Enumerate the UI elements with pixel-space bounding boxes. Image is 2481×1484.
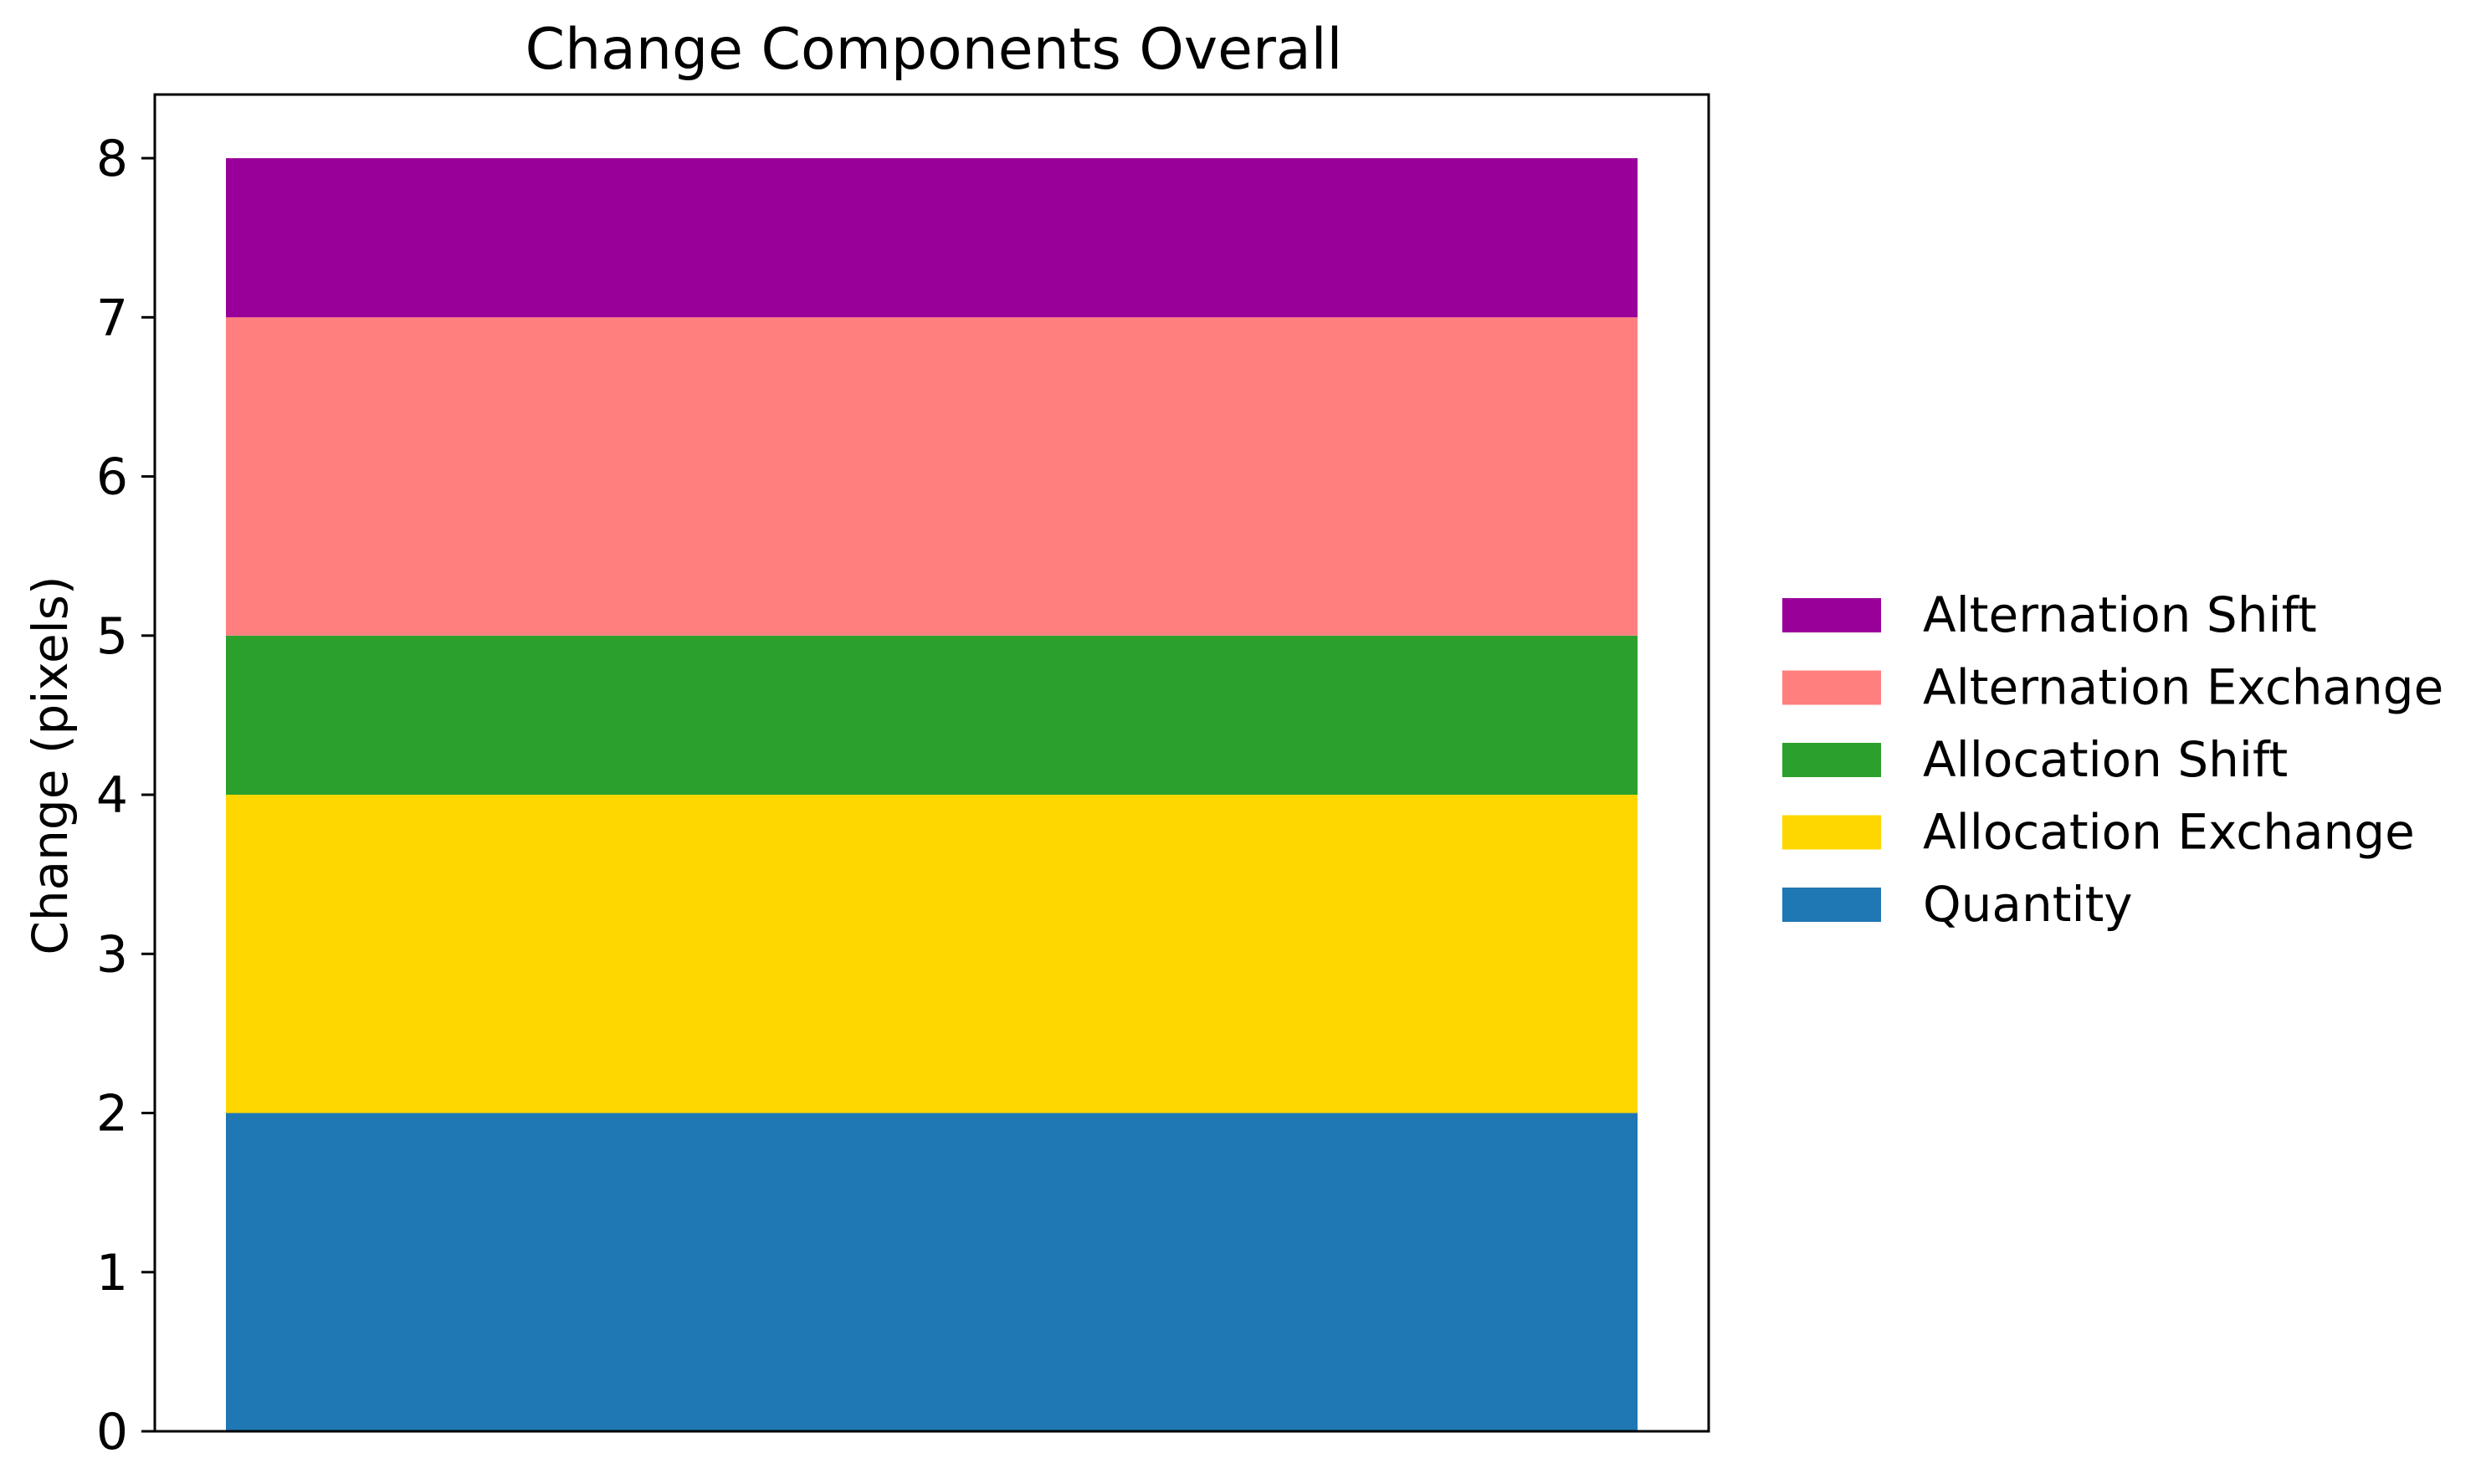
y-tick-label: 8 xyxy=(96,130,128,188)
y-tick-label: 1 xyxy=(96,1244,128,1302)
legend-label: Alternation Exchange xyxy=(1923,659,2443,716)
bar-segment-allocation-exchange xyxy=(226,795,1638,1113)
y-tick-label: 2 xyxy=(96,1085,128,1144)
legend: Alternation Shift Alternation Exchange All… xyxy=(1782,586,2443,933)
bar-segment-alternation-exchange xyxy=(226,317,1638,636)
legend-swatch xyxy=(1782,743,1881,777)
bar-segment-alternation-shift xyxy=(226,158,1638,318)
bar-segment-quantity xyxy=(226,1113,1638,1431)
legend-swatch xyxy=(1782,888,1881,922)
bar-segment-allocation-shift xyxy=(226,635,1638,796)
chart-title: Change Components Overall xyxy=(525,17,1343,83)
legend-swatch xyxy=(1782,670,1881,705)
legend-swatch xyxy=(1782,815,1881,850)
y-tick-label: 3 xyxy=(96,925,128,984)
y-tick-label: 0 xyxy=(96,1403,128,1461)
y-tick-label: 5 xyxy=(96,607,128,666)
y-tick-label: 6 xyxy=(96,448,128,507)
legend-label: Allocation Shift xyxy=(1923,731,2288,788)
legend-swatch xyxy=(1782,598,1881,632)
plot-frame xyxy=(153,93,1710,1433)
y-tick-label: 7 xyxy=(96,289,128,347)
y-axis-ticks: 0 1 2 3 4 5 6 7 8 xyxy=(96,130,155,1461)
legend-label: Allocation Exchange xyxy=(1923,804,2415,861)
bars-layer xyxy=(226,158,1638,1431)
y-tick-label: 4 xyxy=(96,766,128,825)
legend-label: Alternation Shift xyxy=(1923,586,2317,643)
y-axis-label: Change (pixels) xyxy=(22,576,79,954)
legend-label: Quantity xyxy=(1923,876,2133,933)
